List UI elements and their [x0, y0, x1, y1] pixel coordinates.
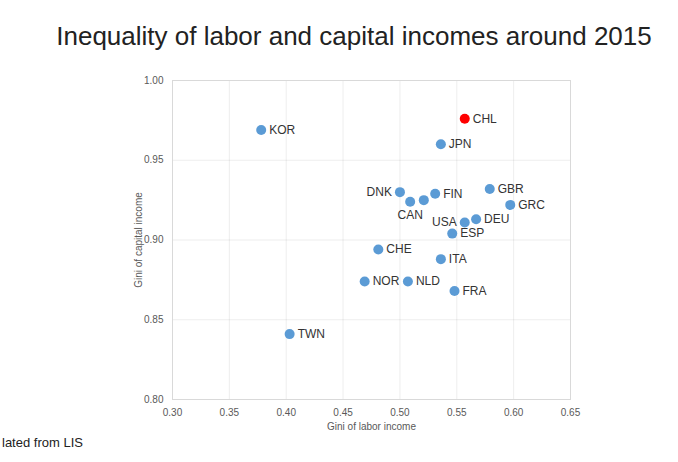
svg-text:CHL: CHL — [473, 112, 497, 126]
svg-text:0.95: 0.95 — [144, 154, 164, 165]
svg-text:JPN: JPN — [449, 137, 472, 151]
svg-text:0.55: 0.55 — [447, 407, 467, 418]
svg-text:FRA: FRA — [463, 284, 487, 298]
svg-text:TWN: TWN — [298, 327, 325, 341]
svg-text:0.80: 0.80 — [144, 394, 164, 405]
svg-text:DNK: DNK — [367, 185, 392, 199]
svg-text:CAN: CAN — [397, 208, 422, 222]
svg-text:GRC: GRC — [518, 198, 545, 212]
svg-text:0.60: 0.60 — [504, 407, 524, 418]
svg-text:0.90: 0.90 — [144, 234, 164, 245]
svg-text:0.65: 0.65 — [561, 407, 581, 418]
svg-text:ESP: ESP — [460, 226, 484, 240]
svg-text:DEU: DEU — [484, 212, 509, 226]
svg-text:Gini of capital income: Gini of capital income — [133, 192, 144, 288]
svg-text:NOR: NOR — [373, 274, 400, 288]
svg-text:0.50: 0.50 — [390, 407, 410, 418]
svg-text:0.45: 0.45 — [333, 407, 353, 418]
svg-text:0.40: 0.40 — [276, 407, 296, 418]
svg-text:KOR: KOR — [269, 123, 295, 137]
svg-text:ITA: ITA — [449, 252, 467, 266]
svg-text:Gini of labor income: Gini of labor income — [327, 421, 416, 432]
html-text:Inequality of labor and capita: Inequality of labor and capital incomes … — [56, 21, 652, 51]
svg-text:0.30: 0.30 — [163, 407, 183, 418]
svg-text:0.35: 0.35 — [220, 407, 240, 418]
html-text:lated from LIS: lated from LIS — [2, 435, 83, 450]
svg-text:USA: USA — [432, 215, 457, 229]
svg-text:0.85: 0.85 — [144, 314, 164, 325]
svg-text:FIN: FIN — [443, 187, 462, 201]
svg-text:NLD: NLD — [416, 274, 440, 288]
svg-text:GBR: GBR — [498, 182, 524, 196]
svg-text:CHE: CHE — [386, 242, 411, 256]
svg-text:1.00: 1.00 — [144, 75, 164, 86]
